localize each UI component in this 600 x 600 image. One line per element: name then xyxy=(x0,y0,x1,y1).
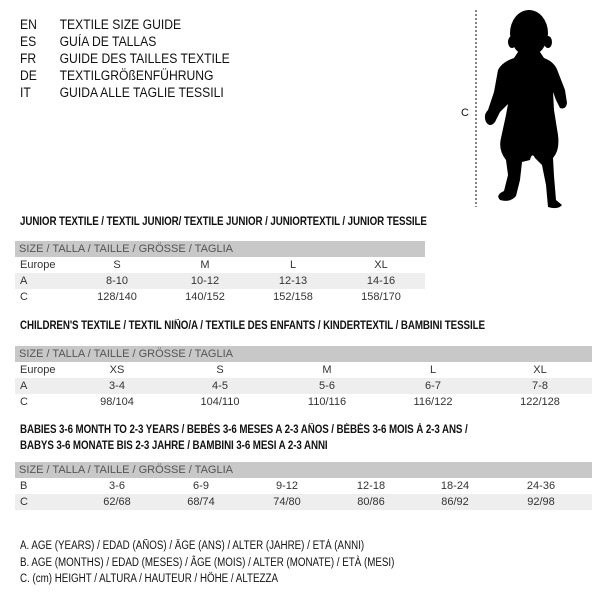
cell: 92/98 xyxy=(527,496,555,508)
cell: 10-12 xyxy=(190,275,220,287)
language-de: DE TEXTILGRÖßENFÜHRUNG xyxy=(20,67,230,84)
cell: 4-5 xyxy=(212,380,228,392)
child-silhouette-figure: C xyxy=(440,0,600,215)
cell: M xyxy=(322,364,332,376)
row-label: Europe xyxy=(20,259,56,271)
lang-code: FR xyxy=(20,51,37,66)
cell: M xyxy=(200,259,210,271)
language-list: EN TEXTILE SIZE GUIDE ES GUÍA DE TALLAS FR… xyxy=(20,16,230,101)
cell: 8-10 xyxy=(105,275,129,287)
legend-item-a: A. AGE (YEARS) / EDAD (AÑOS) / ÂGE (ANS)… xyxy=(20,540,365,552)
cell: 7-8 xyxy=(532,380,548,392)
row-label: C xyxy=(20,396,28,408)
row-label: A xyxy=(20,275,28,287)
cell: 158/170 xyxy=(361,291,401,303)
lang-title: GUIDE DES TAILLES TEXTILE xyxy=(59,51,230,66)
table-row-c: C 62/68 68/74 74/80 80/86 86/92 92/98 xyxy=(15,494,592,510)
cell: 3-6 xyxy=(109,480,125,492)
cell: 14-16 xyxy=(366,275,396,287)
table-header: SIZE / TALLA / TAILLE / GRÖSSE / TAGLIA xyxy=(15,346,592,362)
cell: 9-12 xyxy=(275,480,299,492)
babies-size-table: SIZE / TALLA / TAILLE / GRÖSSE / TAGLIA … xyxy=(15,462,592,510)
cell: L xyxy=(429,364,437,376)
table-header: SIZE / TALLA / TAILLE / GRÖSSE / TAGLIA xyxy=(15,462,592,478)
cell: 68/74 xyxy=(187,496,215,508)
cell: 5-6 xyxy=(319,380,335,392)
cell: XL xyxy=(533,364,547,376)
row-label: C xyxy=(20,496,28,508)
height-measure-label: C xyxy=(461,107,469,119)
lang-title: TEXTILE SIZE GUIDE xyxy=(59,17,182,32)
cell: L xyxy=(289,259,297,271)
cell: 128/140 xyxy=(97,291,137,303)
legend-item-b: B. AGE (MONTHS) / EDAD (MESES) / ÂGE (MO… xyxy=(20,556,395,569)
cell: XL xyxy=(374,259,388,271)
children-section-title: CHILDREN'S TEXTILE / TEXTIL NIÑO/A / TEX… xyxy=(20,320,485,332)
junior-section-title: JUNIOR TEXTILE / TEXTIL JUNIOR/ TEXTILE … xyxy=(20,216,427,228)
legend-item-c: C. (cm) HEIGHT / ALTURA / HAUTEUR / HÖHE… xyxy=(20,573,278,585)
table-row-c: C 128/140 140/152 152/158 158/170 xyxy=(15,289,425,305)
cell: 86/92 xyxy=(441,496,469,508)
lang-code: EN xyxy=(20,17,37,32)
lang-code: ES xyxy=(20,34,37,49)
cell: 80/86 xyxy=(357,496,385,508)
row-label: B xyxy=(20,480,28,492)
lang-title: TEXTILGRÖßENFÜHRUNG xyxy=(59,68,214,83)
cell: 62/68 xyxy=(103,496,131,508)
children-size-table: SIZE / TALLA / TAILLE / GRÖSSE / TAGLIA … xyxy=(15,346,592,410)
cell: 122/128 xyxy=(520,396,560,408)
row-label: A xyxy=(20,380,28,392)
legend: A. AGE (YEARS) / EDAD (AÑOS) / ÂGE (ANS)… xyxy=(20,538,394,588)
language-en: EN TEXTILE SIZE GUIDE xyxy=(20,16,230,33)
table-row-europe: Europe XS S M L XL xyxy=(15,362,592,378)
table-row-a: A 8-10 10-12 12-13 14-16 xyxy=(15,273,425,289)
cell: 12-13 xyxy=(278,275,308,287)
cell: 74/80 xyxy=(273,496,301,508)
babies-section-title-line2: BABYS 3-6 MONATE BIS 2-3 JAHRE / BAMBINI… xyxy=(20,440,328,452)
cell: 110/116 xyxy=(307,396,347,408)
junior-size-table: SIZE / TALLA / TAILLE / GRÖSSE / TAGLIA … xyxy=(15,241,425,305)
cell: S xyxy=(216,364,224,376)
lang-title: GUIDA ALLE TAGLIE TESSILI xyxy=(59,85,224,100)
table-row-b: B 3-6 6-9 9-12 12-18 18-24 24-36 xyxy=(15,478,592,494)
cell: 24-36 xyxy=(526,480,556,492)
cell: 152/158 xyxy=(273,291,313,303)
row-label: Europe xyxy=(20,364,56,376)
table-row-a: A 3-4 4-5 5-6 6-7 7-8 xyxy=(15,378,592,394)
cell: 140/152 xyxy=(185,291,225,303)
cell: 18-24 xyxy=(440,480,470,492)
table-row-europe: Europe S M L XL xyxy=(15,257,425,273)
cell: 6-7 xyxy=(425,380,441,392)
lang-title: GUÍA DE TALLAS xyxy=(59,34,157,49)
cell: XS xyxy=(109,364,125,376)
lang-code: IT xyxy=(20,85,31,100)
cell: 116/122 xyxy=(413,396,453,408)
cell: 3-4 xyxy=(109,380,125,392)
lang-code: DE xyxy=(20,68,37,83)
row-label: C xyxy=(20,291,28,303)
cell: 104/110 xyxy=(200,396,240,408)
language-fr: FR GUIDE DES TAILLES TEXTILE xyxy=(20,50,230,67)
cell: 6-9 xyxy=(193,480,209,492)
babies-section-title-line1: BABIES 3-6 MONTH TO 2-3 YEARS / BEBÉS 3-… xyxy=(20,424,468,436)
cell: 12-18 xyxy=(356,480,386,492)
language-es: ES GUÍA DE TALLAS xyxy=(20,33,230,50)
child-silhouette-icon xyxy=(475,10,567,209)
cell: 98/104 xyxy=(100,396,134,408)
table-row-c: C 98/104 104/110 110/116 116/122 122/128 xyxy=(15,394,592,410)
table-header: SIZE / TALLA / TAILLE / GRÖSSE / TAGLIA xyxy=(15,241,425,257)
language-it: IT GUIDA ALLE TAGLIE TESSILI xyxy=(20,84,230,101)
cell: S xyxy=(113,259,121,271)
